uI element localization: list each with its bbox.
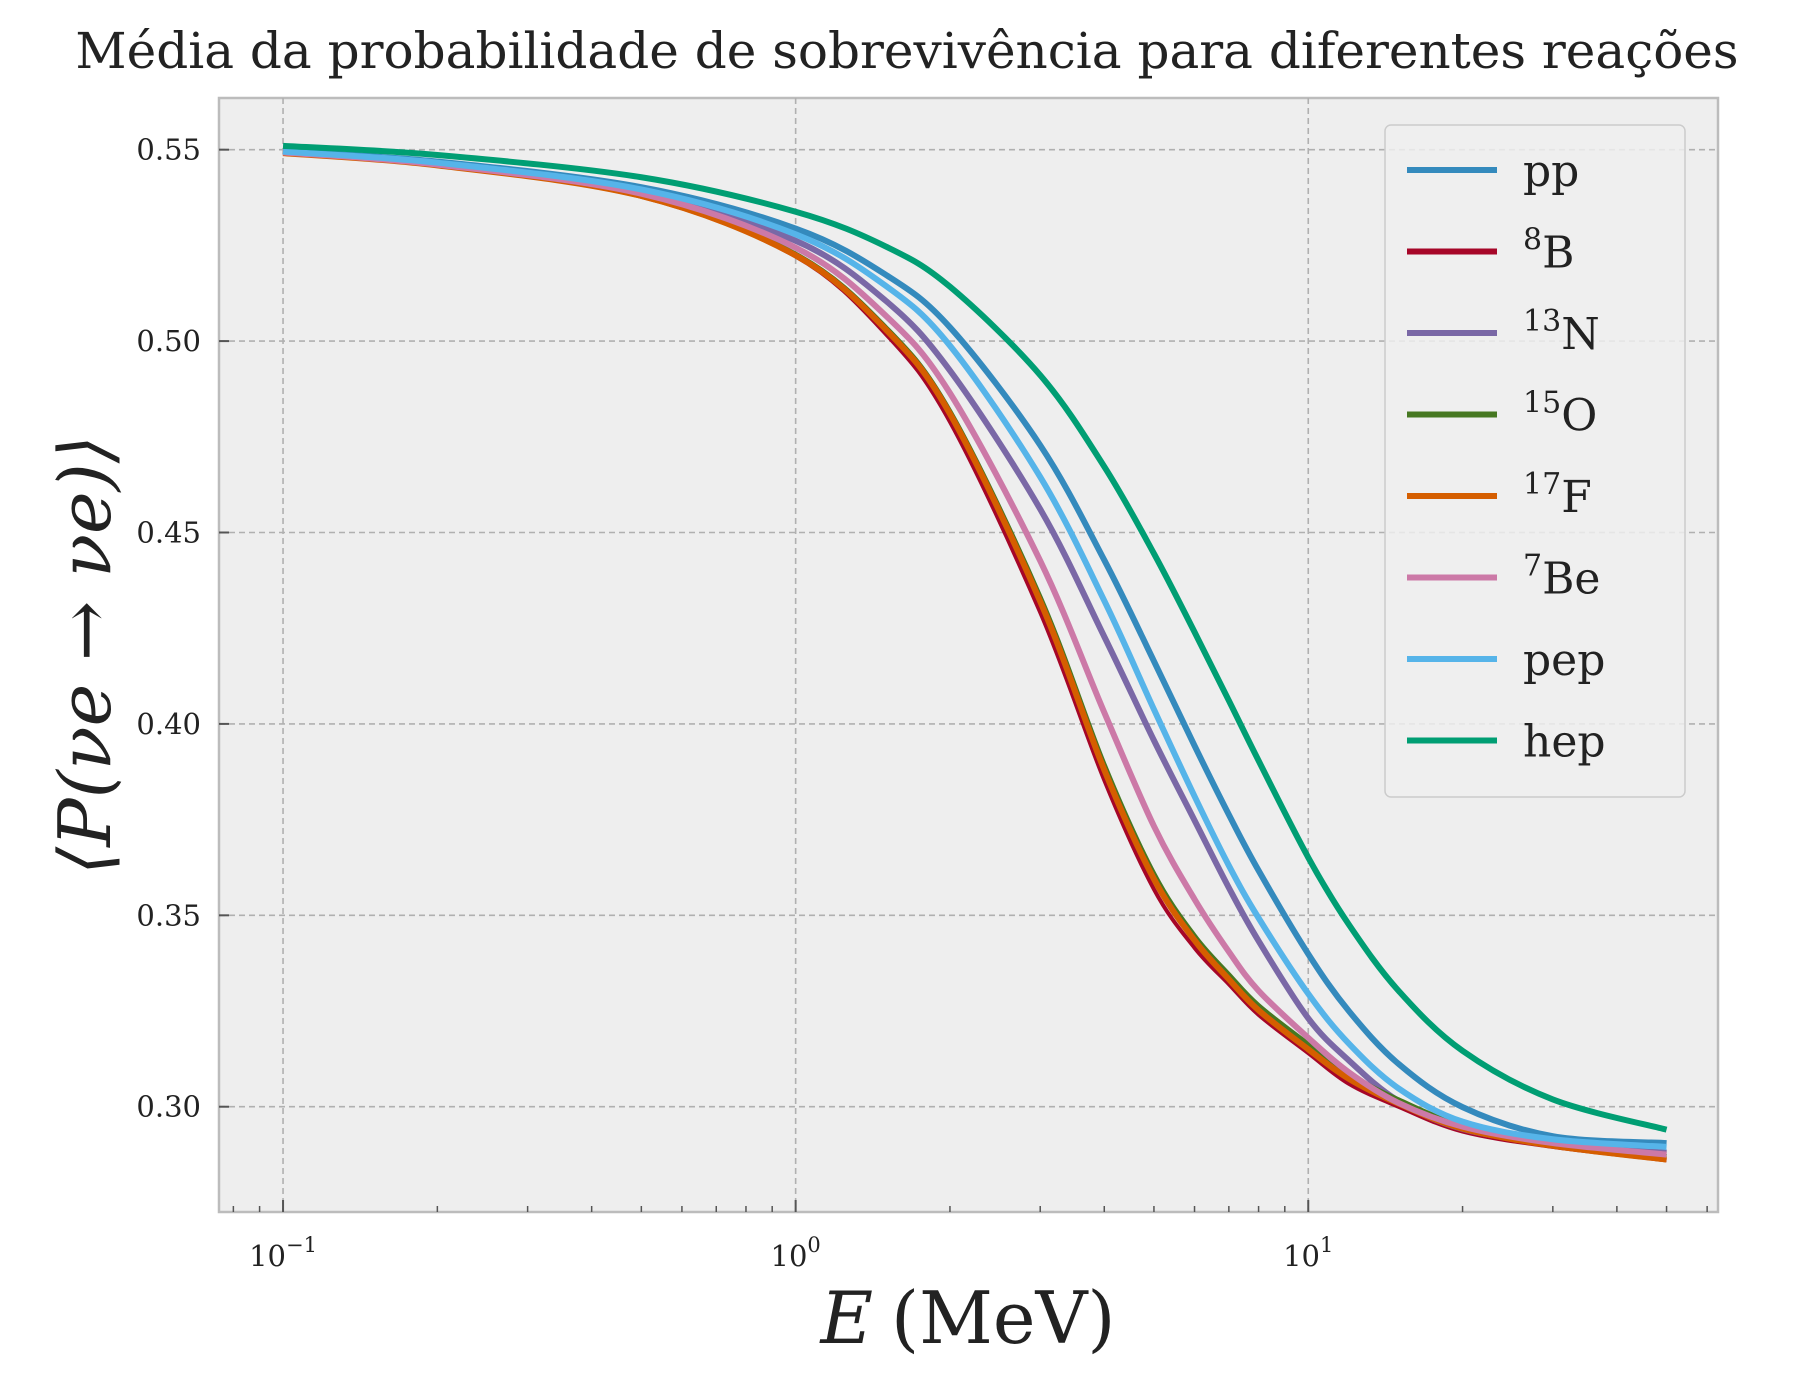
x-tick-base: 10: [249, 1239, 286, 1273]
legend-label-superscript: 15: [1523, 386, 1561, 421]
legend-label: 15O: [1523, 386, 1597, 442]
x-tick-base: 10: [1283, 1239, 1320, 1273]
legend-label-superscript: 17: [1523, 467, 1561, 502]
x-axis-unit: (MeV): [891, 1276, 1116, 1360]
legend-label-name: pep: [1523, 635, 1605, 686]
x-tick-exponent: 1: [1320, 1233, 1333, 1257]
legend-label-name: Be: [1542, 554, 1600, 605]
x-tick-exponent: −1: [286, 1233, 317, 1257]
series-line-7be: [282, 149, 1667, 1158]
x-tick-label: 100: [771, 1233, 821, 1273]
legend-label-name: F: [1561, 472, 1592, 523]
legend-label: 17F: [1523, 467, 1592, 523]
legend-label: 7Be: [1523, 549, 1600, 605]
legend-label-name: O: [1561, 391, 1597, 442]
legend-label-name: hep: [1523, 717, 1606, 768]
x-tick-base: 10: [771, 1239, 808, 1273]
y-tick-label: 0.45: [136, 515, 201, 549]
legend-label-name: pp: [1523, 146, 1579, 197]
legend-label: hep: [1523, 717, 1606, 768]
legend-label: pep: [1523, 635, 1605, 686]
y-tick-label: 0.40: [136, 707, 201, 741]
x-tick-label: 10−1: [249, 1233, 317, 1273]
y-tick-label: 0.55: [136, 133, 201, 167]
y-axis-label: ⟨P(νe → νe)⟩: [43, 435, 127, 875]
x-tick-label: 101: [1283, 1233, 1333, 1273]
series-line-pep: [282, 148, 1667, 1150]
legend-label: pp: [1523, 146, 1579, 197]
legend-label-superscript: 7: [1523, 549, 1542, 584]
x-axis-var: E: [818, 1276, 873, 1360]
legend-box: [1384, 124, 1686, 798]
x-tick-exponent: 0: [807, 1233, 820, 1257]
chart-title: Média da probabilidade de sobrevivência …: [75, 22, 1738, 80]
legend-label: 8B: [1523, 223, 1574, 279]
series-line-hep: [282, 142, 1668, 1133]
x-axis-label: E (MeV): [818, 1276, 1115, 1360]
y-tick-label: 0.35: [136, 898, 201, 932]
legend-label: 13N: [1523, 304, 1600, 360]
legend-label-name: N: [1561, 309, 1600, 360]
y-tick-label: 0.50: [136, 324, 201, 358]
grid: [219, 98, 1718, 1212]
legend-label-superscript: 13: [1523, 304, 1561, 339]
y-tick-label: 0.30: [136, 1090, 201, 1124]
legend-label-superscript: 8: [1523, 223, 1542, 258]
series-lines: [282, 142, 1668, 1163]
legend-label-name: B: [1542, 228, 1574, 279]
